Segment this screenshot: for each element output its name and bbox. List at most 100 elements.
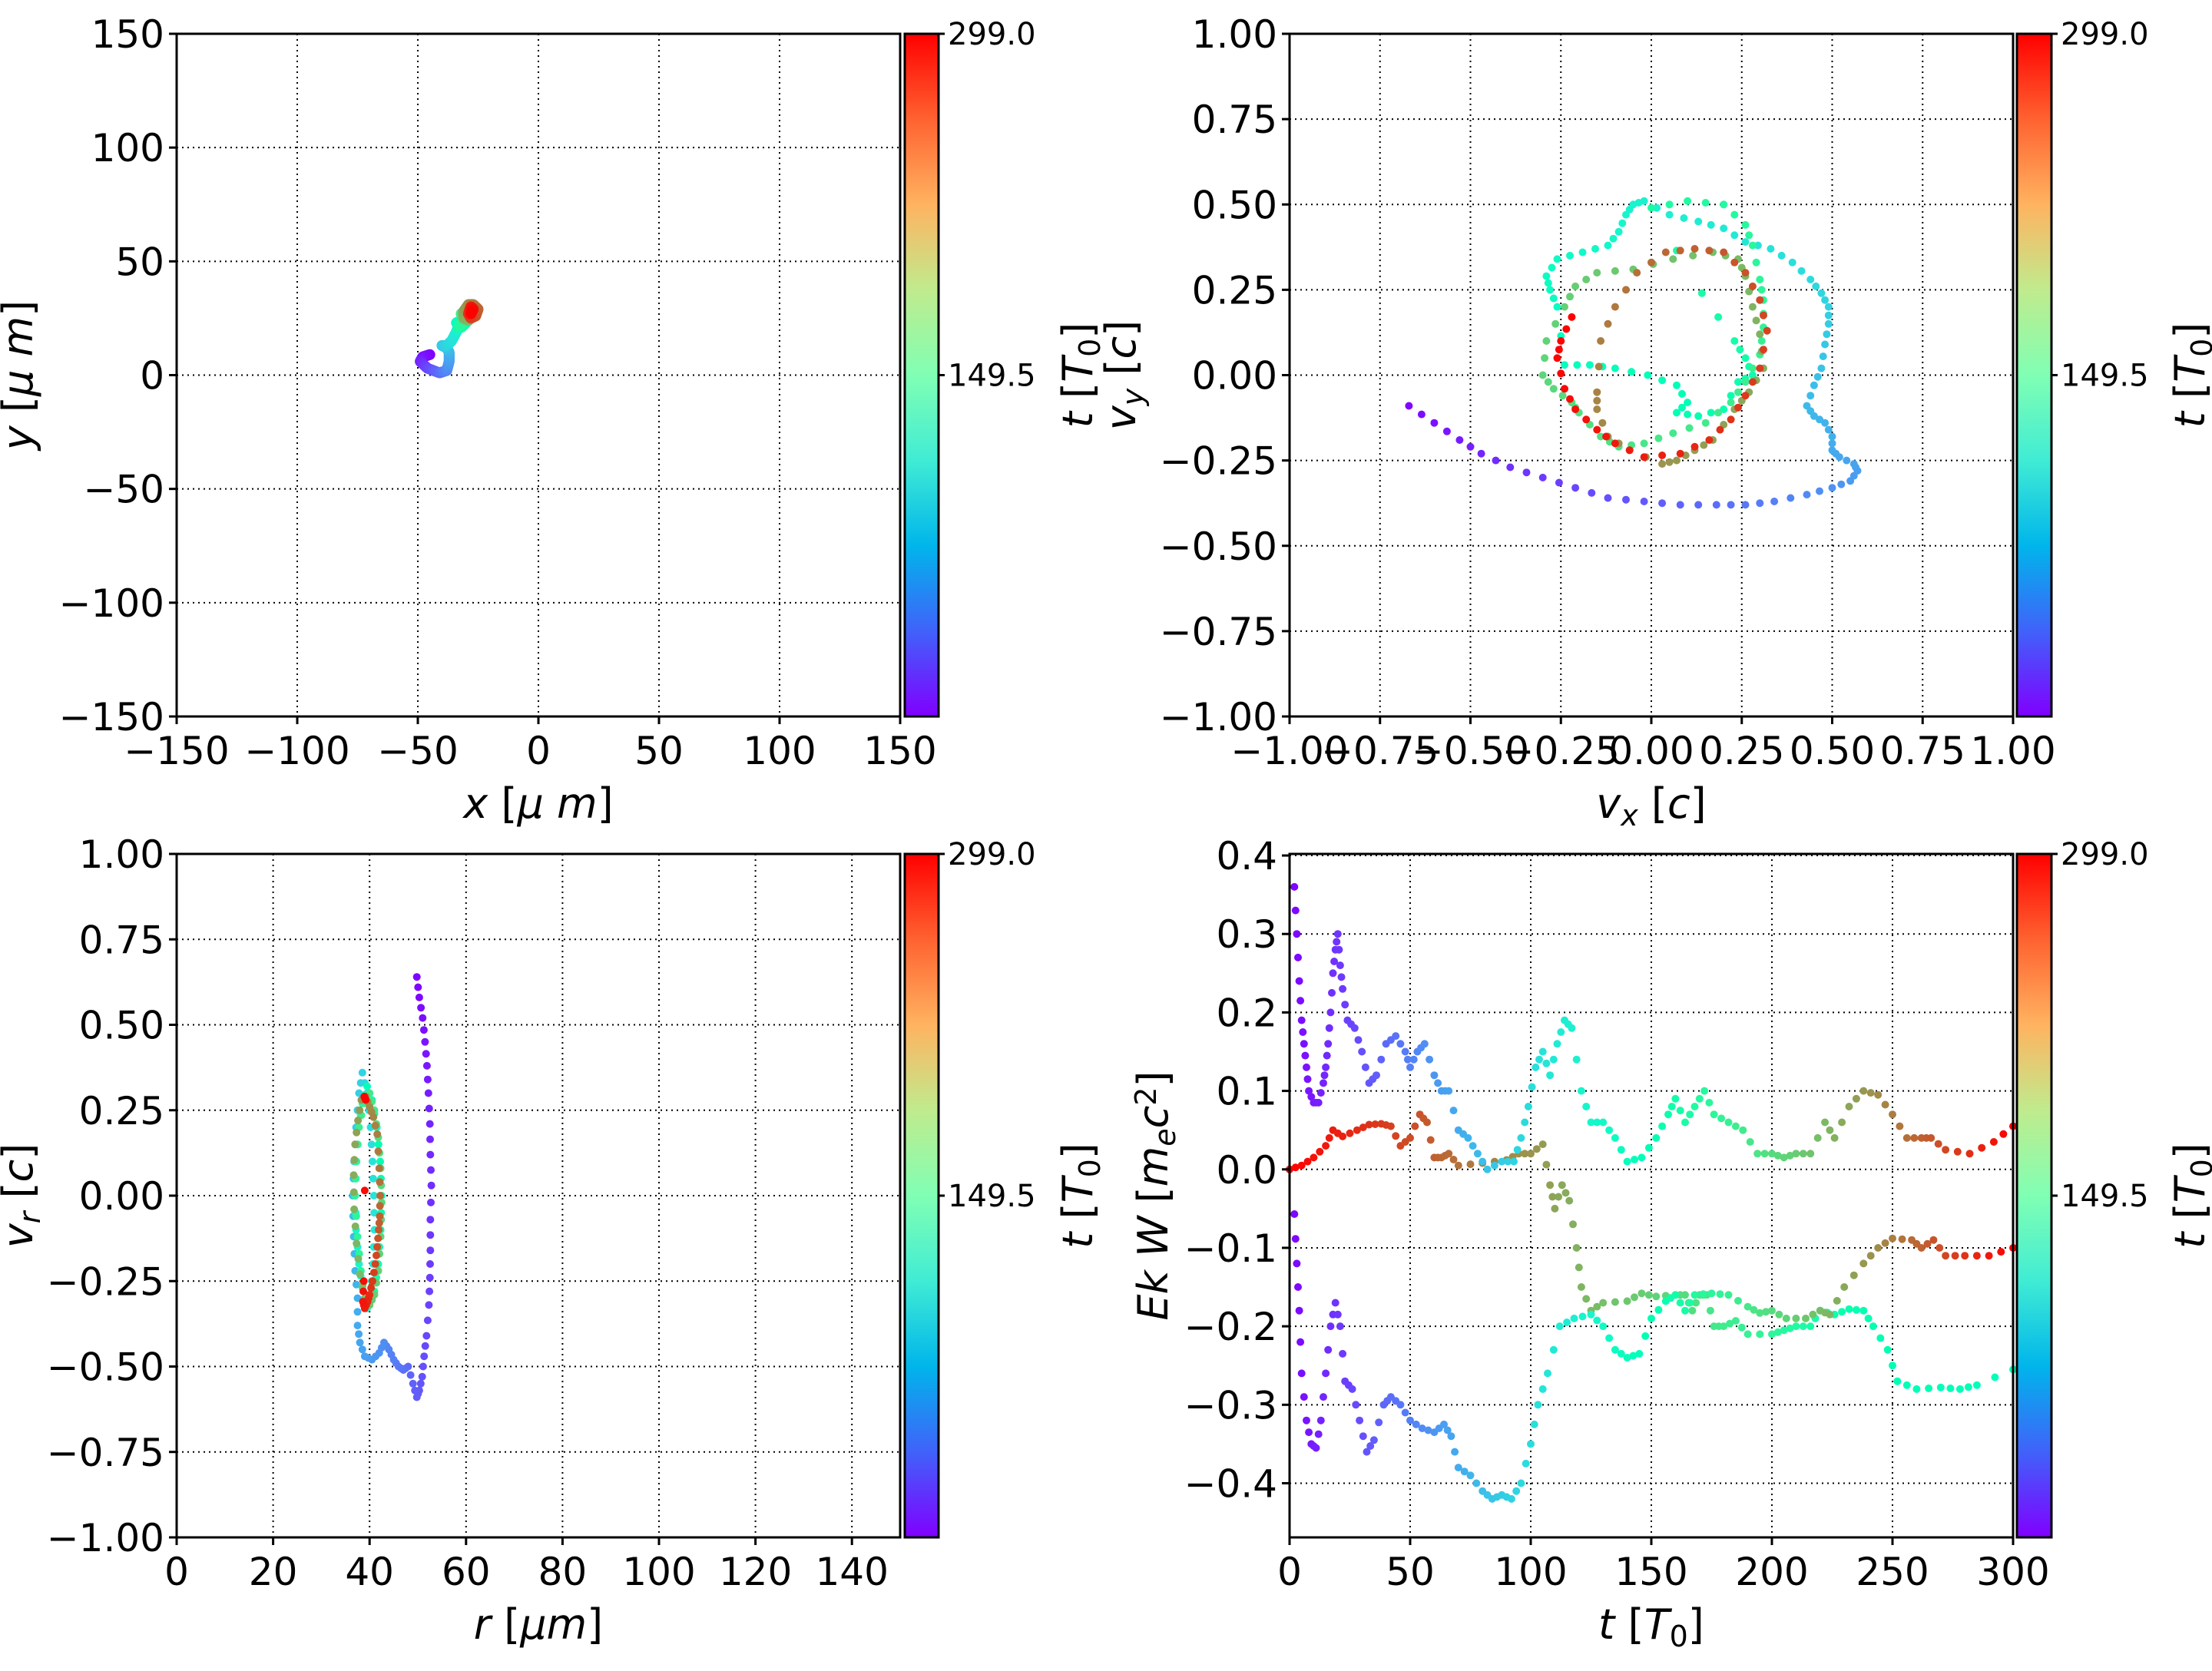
data-point-velocity <box>1647 203 1655 212</box>
y-axis-label-part: ] <box>1097 320 1145 336</box>
y-tick-label: −100 <box>59 581 164 626</box>
data-point-Ek_early <box>1320 1079 1327 1087</box>
data-point-Ek_early <box>1965 1150 1974 1158</box>
data-point-W <box>1874 1244 1883 1252</box>
data-point-Ek <box>1575 1263 1583 1272</box>
data-point-Ek_early <box>1392 1032 1400 1041</box>
data-point-radial <box>422 1050 430 1058</box>
data-point-velocity <box>1741 220 1750 229</box>
data-point-radial <box>375 1219 383 1227</box>
data-point-radial <box>412 973 421 981</box>
data-point-Ek_early <box>1322 1063 1330 1071</box>
data-point-Ek <box>1611 1298 1619 1306</box>
data-point-W <box>1605 1334 1614 1342</box>
x-tick-label: −0.25 <box>1502 729 1620 773</box>
data-point-W <box>1599 1322 1608 1331</box>
data-point-radial <box>363 1082 372 1090</box>
data-point-W <box>1333 1310 1342 1319</box>
data-point-W <box>1686 1299 1694 1307</box>
x-tick-label: 20 <box>249 1550 298 1594</box>
data-point-W <box>1929 1236 1938 1244</box>
data-point-Ek_early <box>1676 1107 1684 1115</box>
data-point-velocity <box>1430 419 1439 427</box>
data-point-W <box>1296 1338 1305 1346</box>
data-point-Ek_early <box>1396 1040 1405 1048</box>
colorbar-tick-label: 299.0 <box>2061 17 2149 52</box>
x-axis-label-part: v <box>1596 779 1621 828</box>
y-axis-label: Ek W [mec2] <box>1129 1070 1182 1320</box>
colorbar-label-part: 0 <box>1073 1159 1107 1177</box>
data-point-velocity <box>1690 245 1699 253</box>
data-point-Ek_early <box>1681 1118 1689 1127</box>
data-point-radial <box>419 1026 428 1034</box>
data-point-radial <box>426 1287 434 1295</box>
data-point-W <box>1295 1306 1303 1315</box>
y-tick-label: 150 <box>91 12 164 57</box>
data-point-Ek_early <box>1792 1150 1800 1158</box>
data-point-W <box>1326 1322 1335 1331</box>
data-point-velocity <box>1669 429 1677 438</box>
y-tick-label: 0.00 <box>79 1174 164 1219</box>
data-point-velocity <box>1553 354 1561 362</box>
data-point-velocity <box>1597 337 1605 345</box>
data-point-Ek_early <box>1927 1133 1936 1142</box>
data-point-velocity <box>1823 330 1831 339</box>
data-point-Ek_early <box>1538 1047 1547 1056</box>
data-point-W <box>1623 1354 1631 1362</box>
data-point-Ek <box>1555 1193 1563 1201</box>
data-point-radial <box>406 1371 415 1379</box>
data-point-radial <box>426 1273 434 1282</box>
colorbar-label: t [T0] <box>1054 323 1107 429</box>
data-point-velocity <box>1741 269 1750 277</box>
data-point-Ek <box>1806 1322 1815 1331</box>
x-tick-label: 1.00 <box>1970 729 2055 773</box>
data-point-velocity <box>1622 286 1630 294</box>
colorbar-label-part: t <box>1054 1231 1102 1249</box>
data-point-Ek_early <box>1294 953 1302 961</box>
data-point-velocity <box>1727 501 1735 509</box>
data-point-W <box>1517 1479 1525 1487</box>
colorbar-label-part: [ <box>2166 382 2212 412</box>
data-point-Ek_early <box>1524 1103 1532 1110</box>
data-point-Ek <box>1521 1150 1529 1158</box>
data-point-Ek_early <box>1532 1063 1540 1071</box>
data-point-velocity <box>1542 337 1551 345</box>
data-point-velocity <box>1741 354 1750 362</box>
data-point-velocity <box>1573 361 1581 369</box>
y-tick-label: −0.50 <box>1160 524 1277 569</box>
data-point-Ek <box>1756 1330 1764 1338</box>
data-point-radial <box>371 1260 379 1268</box>
data-point-velocity <box>1690 442 1699 451</box>
data-point-velocity <box>1748 282 1757 290</box>
x-tick-label: −1.00 <box>1230 729 1348 773</box>
data-point-Ek <box>1542 1160 1551 1169</box>
y-tick-label: 0.0 <box>1216 1148 1277 1193</box>
y-axis-label-part: [ <box>1097 359 1145 389</box>
x-tick-label: 60 <box>442 1550 491 1594</box>
data-point-radial <box>375 1164 383 1173</box>
data-point-velocity <box>1673 409 1681 417</box>
data-point-W <box>1985 1252 1993 1260</box>
data-point-W <box>1833 1296 1841 1305</box>
y-axis-label-part: [ <box>0 1182 42 1211</box>
data-point-Ek_early <box>1902 1133 1911 1142</box>
data-point-Ek_early <box>1768 1150 1776 1158</box>
data-point-Ek <box>1845 1305 1853 1313</box>
data-point-radial <box>367 1140 376 1149</box>
data-point-Ek <box>1445 1150 1453 1158</box>
data-point-W <box>1290 1210 1299 1218</box>
data-point-Ek_early <box>1753 1150 1762 1158</box>
data-point-velocity <box>1701 419 1710 427</box>
y-tick-label: 50 <box>115 240 164 284</box>
data-point-velocity <box>1828 439 1836 448</box>
data-point-Ek_early <box>1652 1133 1661 1142</box>
data-point-velocity <box>1727 415 1735 424</box>
data-point-velocity <box>1611 364 1619 372</box>
data-point-radial <box>417 1004 426 1012</box>
data-point-Ek_early <box>1705 1098 1714 1107</box>
data-point-Ek_early <box>1464 1133 1472 1142</box>
data-point-W <box>1792 1314 1800 1322</box>
data-point-radial <box>427 1181 435 1190</box>
data-point-W <box>1802 1314 1810 1322</box>
data-point-W <box>1356 1416 1364 1424</box>
